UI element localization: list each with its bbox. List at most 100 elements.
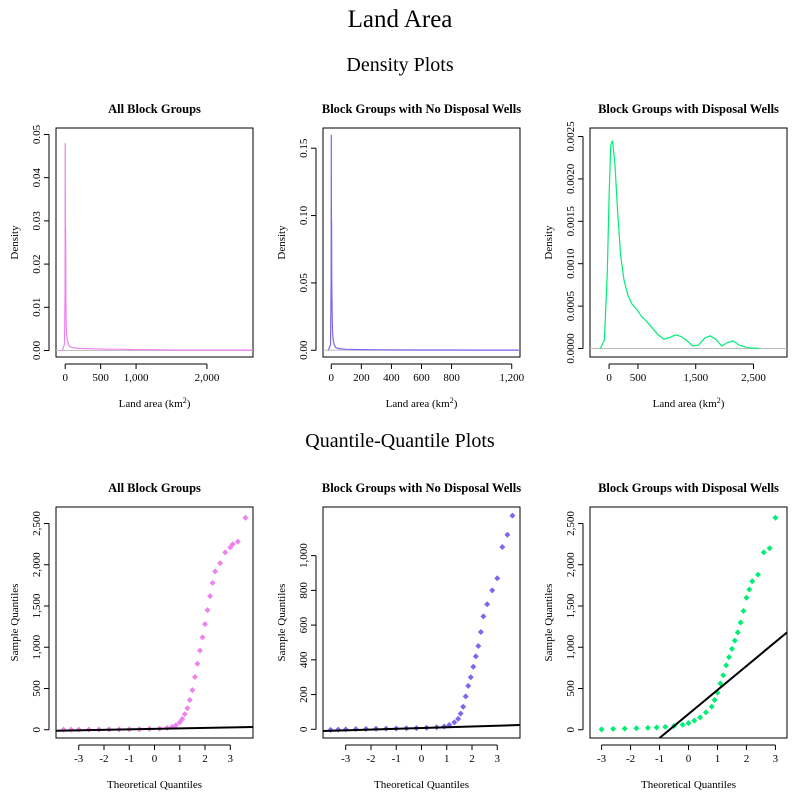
qq-point <box>679 721 686 728</box>
qq-point <box>499 543 506 550</box>
x-axis-label-text: Land area (km <box>386 398 451 410</box>
y-tick-label: 0.05 <box>31 124 43 144</box>
y-axis-label: Density <box>543 225 555 260</box>
x-tick-label: 500 <box>630 372 647 384</box>
y-tick-label: 600 <box>298 616 310 633</box>
x-tick-label: 1 <box>444 753 450 765</box>
plot-area <box>323 512 520 733</box>
y-tick-label: 200 <box>298 686 310 703</box>
qq-point <box>691 717 698 724</box>
y-axis-label: Sample Quantiles <box>276 584 288 662</box>
y-axis-label: Density <box>276 225 288 260</box>
y-tick-label: 0.05 <box>298 273 310 293</box>
qq-point <box>202 621 209 628</box>
qq-point <box>685 720 692 727</box>
x-tick-label: 3 <box>773 753 779 765</box>
qq-point <box>766 545 773 552</box>
qq-point <box>621 725 628 732</box>
y-tick-label: 1,500 <box>565 593 577 618</box>
x-tick-label: 600 <box>413 372 430 384</box>
qq-point <box>242 514 249 521</box>
qq-point <box>189 687 196 694</box>
x-tick-label: -2 <box>99 753 108 765</box>
y-tick-label: 2,000 <box>565 552 577 577</box>
y-tick-label: 500 <box>31 680 43 697</box>
panel-title: Block Groups with Disposal Wells <box>598 481 779 495</box>
y-tick-label: 1,000 <box>31 634 43 659</box>
x-tick-label: 2 <box>469 753 475 765</box>
qq-point <box>662 723 669 730</box>
y-tick-label: 0.04 <box>31 168 43 188</box>
y-tick-label: 0 <box>31 727 43 733</box>
plot-frame <box>322 127 521 358</box>
x-tick-label: 500 <box>92 372 109 384</box>
x-tick-label: -3 <box>74 753 84 765</box>
x-tick-label: -1 <box>392 753 401 765</box>
x-axis-label-end: ) <box>721 398 725 410</box>
plot-area <box>323 134 520 351</box>
plot-area <box>590 140 787 350</box>
x-tick-label: 800 <box>443 372 460 384</box>
qq-point <box>708 703 715 710</box>
qq-point <box>465 682 472 689</box>
qq-point <box>227 544 234 551</box>
x-axis-label: Land area (km2) <box>119 396 191 410</box>
qq-point <box>711 697 718 704</box>
x-tick-label: -1 <box>125 753 134 765</box>
density-curve <box>327 134 520 351</box>
y-tick-label: 800 <box>298 582 310 599</box>
plot-area <box>56 143 253 352</box>
x-tick-label: 0 <box>686 753 692 765</box>
qq-point <box>509 512 516 519</box>
y-tick-label: 0.0010 <box>565 248 577 279</box>
figure-title: Land Area <box>347 6 453 33</box>
panel-title: Block Groups with Disposal Wells <box>598 102 779 116</box>
qq-point <box>760 549 767 556</box>
qq-point <box>455 715 462 722</box>
qq-point <box>737 619 744 626</box>
y-tick-label: 0.00 <box>31 340 43 360</box>
x-tick-label: 2 <box>202 753 208 765</box>
qq-point <box>723 662 730 669</box>
qq-point <box>746 586 753 593</box>
y-tick-label: 0.01 <box>31 298 43 317</box>
y-tick-label: 0.15 <box>298 138 310 158</box>
qq-section-heading: Quantile-Quantile Plots <box>305 430 495 452</box>
plot-frame <box>589 127 788 358</box>
qq-point <box>475 642 482 649</box>
x-axis-label-text: Theoretical Quantiles <box>374 779 469 791</box>
y-tick-label: 1,500 <box>31 593 43 618</box>
qq-point <box>480 613 487 620</box>
qq-point <box>181 711 188 718</box>
y-tick-label: 500 <box>565 680 577 697</box>
qq-point <box>217 560 224 567</box>
qq-point <box>731 637 738 644</box>
qq-point <box>702 709 709 716</box>
x-tick-label: 0 <box>152 753 158 765</box>
plot-frame <box>55 127 254 358</box>
qq-point <box>728 645 735 652</box>
y-tick-label: 0.0025 <box>565 121 577 152</box>
plot-frame <box>322 506 521 739</box>
x-axis-label: Theoretical Quantiles <box>374 779 469 791</box>
qq-point <box>734 629 741 636</box>
x-tick-label: -3 <box>341 753 351 765</box>
qq-reference-line <box>658 631 787 738</box>
qq-point <box>653 724 660 731</box>
qq-point <box>489 587 496 594</box>
x-tick-label: 3 <box>495 753 501 765</box>
y-tick-label: 2,500 <box>565 511 577 536</box>
qq-point <box>772 514 779 521</box>
x-tick-label: 2 <box>744 753 750 765</box>
x-tick-label: 1 <box>177 753 183 765</box>
qq-point <box>196 647 203 654</box>
qq-point <box>199 634 206 641</box>
x-tick-label: 0 <box>419 753 425 765</box>
qq-point <box>194 660 201 667</box>
qq-point <box>186 697 193 704</box>
qq-point <box>644 724 651 731</box>
x-axis-label-sup: 2 <box>450 396 454 405</box>
qq-point <box>207 593 214 600</box>
qq-point <box>172 722 179 729</box>
x-axis-label: Land area (km2) <box>386 396 458 410</box>
